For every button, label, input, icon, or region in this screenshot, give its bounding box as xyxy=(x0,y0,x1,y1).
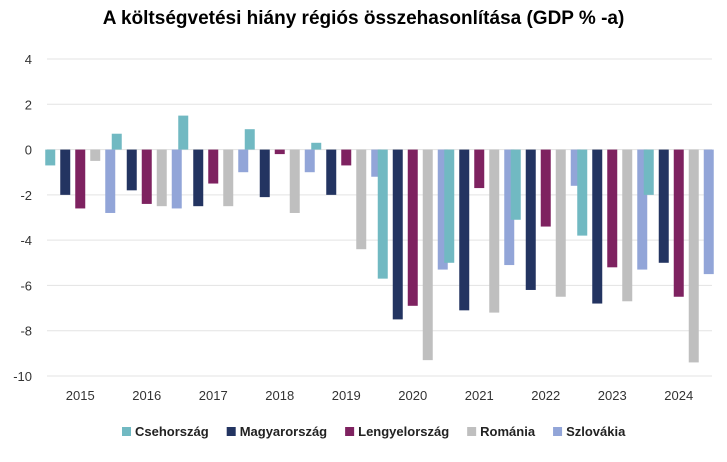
bar-szlovákia-2023 xyxy=(637,149,648,270)
bar-magyarország-2021 xyxy=(459,149,470,311)
y-tick-label: 4 xyxy=(25,52,32,67)
bar-magyarország-2015 xyxy=(60,149,71,195)
bar-magyarország-2020 xyxy=(392,149,403,320)
x-tick-label: 2023 xyxy=(598,388,627,403)
bar-csehország-2020 xyxy=(377,149,388,279)
bar-románia-2020 xyxy=(422,149,433,361)
bar-csehország-2024 xyxy=(643,149,654,195)
x-tick-label: 2018 xyxy=(265,388,294,403)
bar-szlovákia-2019 xyxy=(371,149,382,177)
bar-szlovákia-2021 xyxy=(504,149,515,266)
bar-szlovákia-2018 xyxy=(304,149,315,173)
bar-lengyelország-2020 xyxy=(407,149,418,306)
bar-lengyelország-2021 xyxy=(474,149,485,189)
bar-szlovákia-2020 xyxy=(437,149,448,270)
bar-magyarország-2016 xyxy=(126,149,137,191)
bar-lengyelország-2023 xyxy=(607,149,618,268)
bar-szlovákia-2016 xyxy=(171,149,182,209)
x-tick-label: 2017 xyxy=(199,388,228,403)
bar-csehország-2016 xyxy=(111,133,122,150)
legend-label: Magyarország xyxy=(240,424,327,439)
legend-swatch xyxy=(345,427,355,436)
y-tick-label: 2 xyxy=(25,97,32,112)
bar-csehország-2019 xyxy=(311,142,322,150)
bar-csehország-2018 xyxy=(244,129,255,150)
legend-label: Románia xyxy=(480,424,536,439)
x-tick-label: 2020 xyxy=(398,388,427,403)
bar-csehország-2015 xyxy=(45,149,56,166)
x-tick-label: 2019 xyxy=(332,388,361,403)
y-tick-label: -10 xyxy=(13,369,32,384)
y-tick-label: 0 xyxy=(25,143,32,158)
bar-magyarország-2024 xyxy=(658,149,669,263)
x-tick-label: 2021 xyxy=(465,388,494,403)
bar-szlovákia-2017 xyxy=(238,149,249,173)
legend-swatch xyxy=(122,427,131,436)
legend-label: Szlovákia xyxy=(566,424,626,439)
legend-label: Csehország xyxy=(135,424,209,439)
x-tick-label: 2022 xyxy=(531,388,560,403)
bar-románia-2017 xyxy=(223,149,234,207)
legend-swatch xyxy=(226,427,236,436)
legend-swatch xyxy=(467,427,477,436)
bar-lengyelország-2024 xyxy=(673,149,684,297)
bar-szlovákia-2022 xyxy=(570,149,581,186)
bar-csehország-2017 xyxy=(178,115,189,150)
bar-magyarország-2023 xyxy=(592,149,603,304)
bar-lengyelország-2017 xyxy=(208,149,219,184)
bar-lengyelország-2019 xyxy=(341,149,352,166)
x-tick-label: 2015 xyxy=(66,388,95,403)
bar-magyarország-2019 xyxy=(326,149,337,195)
chart-title: A költségvetési hiány régiós összehasonl… xyxy=(102,8,625,29)
bar-lengyelország-2018 xyxy=(274,149,285,155)
legend-label: Lengyelország xyxy=(358,424,449,439)
bar-románia-2022 xyxy=(555,149,566,297)
bar-lengyelország-2016 xyxy=(141,149,152,204)
bar-románia-2015 xyxy=(90,149,101,161)
bar-csehország-2022 xyxy=(510,149,521,220)
bar-románia-2021 xyxy=(489,149,500,313)
bar-románia-2016 xyxy=(156,149,167,207)
x-tick-label: 2016 xyxy=(132,388,161,403)
bar-románia-2019 xyxy=(356,149,367,250)
x-tick-label: 2024 xyxy=(664,388,693,403)
bar-magyarország-2018 xyxy=(259,149,270,198)
bar-magyarország-2022 xyxy=(525,149,536,290)
legend-swatch xyxy=(553,427,563,436)
bar-csehország-2023 xyxy=(577,149,588,236)
bar-lengyelország-2022 xyxy=(540,149,551,227)
bar-szlovákia-2015 xyxy=(105,149,116,213)
bar-lengyelország-2015 xyxy=(75,149,86,209)
bar-románia-2024 xyxy=(688,149,699,363)
y-tick-label: -2 xyxy=(20,188,32,203)
bar-románia-2018 xyxy=(289,149,300,213)
bar-románia-2023 xyxy=(622,149,633,302)
y-tick-label: -6 xyxy=(20,278,32,293)
bar-szlovákia-2024 xyxy=(703,149,714,275)
y-tick-label: -8 xyxy=(20,324,32,339)
y-tick-label: -4 xyxy=(20,233,32,248)
bar-csehország-2021 xyxy=(444,149,455,263)
bar-magyarország-2017 xyxy=(193,149,204,207)
